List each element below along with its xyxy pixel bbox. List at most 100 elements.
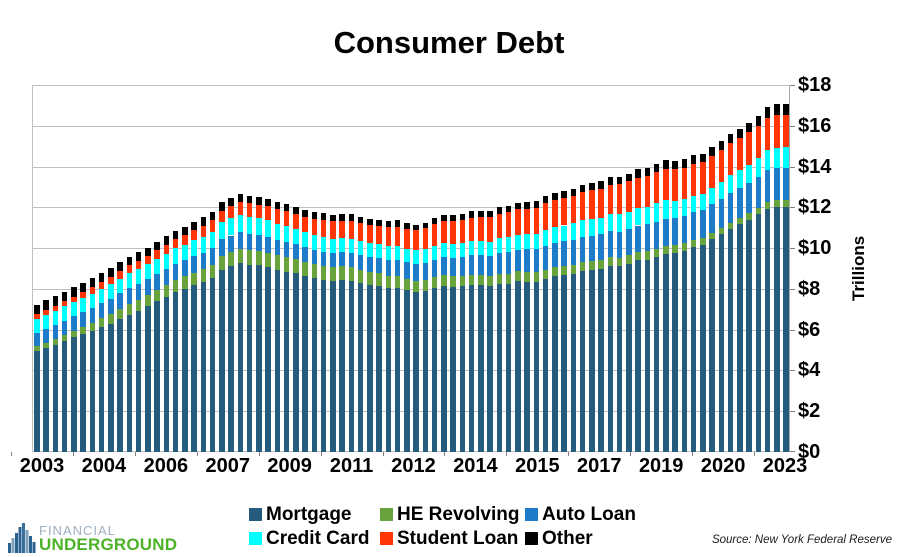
bar-segment-auto-loan (672, 217, 678, 245)
bar-segment-other (450, 215, 456, 222)
bar-segment-student-loan (755, 125, 761, 158)
bar-segment-auto-loan (182, 259, 188, 277)
bar-segment-other (524, 202, 530, 209)
y-tick-label: $16 (798, 114, 832, 137)
bar-segment-student-loan (246, 203, 253, 217)
bar-segment-student-loan (441, 220, 447, 244)
bar-segment-other (89, 277, 96, 287)
bar-segment-auto-loan (478, 255, 484, 276)
bar-segment-auto-loan (237, 232, 244, 249)
legend-swatch (380, 508, 393, 521)
bar-segment-he-revolving (700, 237, 706, 245)
legend-label: Auto Loan (542, 504, 636, 525)
bar-segment-credit-card (422, 249, 429, 263)
bar-segment-mortgage (737, 224, 743, 452)
bar-segment-student-loan (283, 211, 290, 226)
bar-segment-mortgage (135, 310, 142, 452)
bar-segment-student-loan (191, 230, 197, 241)
bar-segment-mortgage (764, 208, 771, 452)
bar-segment-other (163, 236, 170, 245)
bar-segment-mortgage (348, 280, 355, 452)
bar-segment-other (348, 214, 355, 221)
bar-segment-he-revolving (117, 308, 123, 320)
bar-segment-auto-loan (302, 247, 308, 262)
bar-segment-credit-card (376, 244, 382, 258)
bar-segment-mortgage (98, 327, 105, 452)
bar-segment-other (579, 184, 586, 193)
bar-segment-credit-card (219, 222, 225, 240)
bar-segment-student-loan (394, 226, 401, 247)
bar-segment-auto-loan (274, 240, 281, 256)
bar-segment-mortgage (172, 292, 179, 452)
bar-segment-student-loan (274, 209, 281, 224)
bar-segment-auto-loan (293, 244, 299, 260)
y-tick-label: $4 (798, 359, 821, 382)
bar-segment-mortgage (283, 271, 290, 452)
bar-segment-credit-card (154, 258, 160, 274)
bar-segment-other (441, 215, 447, 221)
bar-segment-mortgage (274, 269, 281, 452)
bar-segment-student-loan (404, 228, 410, 249)
bar-segment-other (626, 173, 632, 182)
gridline (32, 451, 790, 452)
bar-segment-other (515, 202, 521, 210)
bar-segment-he-revolving (145, 295, 151, 307)
bar-segment-mortgage (441, 285, 447, 452)
bar-segment-auto-loan (709, 203, 715, 233)
bar-segment-credit-card (764, 150, 771, 171)
bar-segment-auto-loan (117, 293, 123, 309)
bar-segment-mortgage (52, 344, 59, 452)
bar-segment-credit-card (663, 200, 669, 219)
bar-segment-credit-card (200, 236, 207, 253)
bar-segment-mortgage (117, 319, 123, 452)
bar-segment-other (256, 197, 262, 205)
bar-segment-he-revolving (413, 280, 419, 293)
bar-segment-auto-loan (598, 234, 604, 260)
bar-segment-credit-card (672, 200, 678, 218)
bar-segment-he-revolving (228, 252, 234, 266)
bar-segment-other (302, 209, 308, 217)
bar-segment-other (570, 188, 577, 196)
x-tick-label: 2009 (267, 455, 312, 477)
bar-segment-auto-loan (311, 249, 318, 265)
bar-segment-student-loan (367, 224, 373, 244)
bar-segment-auto-loan (635, 225, 641, 252)
bar-segment-auto-loan (80, 312, 86, 327)
skyline-bars-icon (8, 523, 36, 553)
bar-segment-credit-card (394, 246, 401, 261)
bar-segment-other (61, 291, 68, 301)
bar-segment-student-loan (80, 292, 86, 298)
bar-segment-auto-loan (607, 231, 614, 258)
bar-segment-he-revolving (330, 267, 336, 281)
x-tick-label: 2003 (19, 455, 65, 477)
bar-segment-credit-card (570, 223, 577, 240)
bar-segment-he-revolving (34, 346, 40, 352)
bar-segment-other (644, 167, 651, 176)
bar-segment-mortgage (663, 254, 669, 452)
bar-segment-other (422, 223, 429, 229)
gridline (32, 85, 790, 86)
bar-segment-mortgage (505, 283, 512, 452)
chart-title: Consumer Debt (333, 25, 565, 60)
x-tick-label: 2015 (515, 455, 560, 477)
bar-segment-he-revolving (450, 276, 456, 287)
bar-segment-auto-loan (145, 279, 151, 296)
x-tick-label: 2020 (700, 455, 746, 477)
bar-segment-other (283, 203, 290, 212)
bar-segment-credit-card (690, 195, 697, 213)
bar-segment-he-revolving (80, 326, 86, 335)
y-axis-tick (790, 289, 795, 290)
bar-segment-credit-card (718, 182, 725, 199)
bar-segment-other (533, 200, 540, 208)
bar-segment-he-revolving (98, 318, 105, 328)
bar-segment-student-loan (237, 202, 244, 215)
y-axis-tick (790, 248, 795, 249)
bar-segment-other (764, 107, 771, 118)
bar-segment-mortgage (219, 269, 225, 452)
bar-segment-auto-loan (339, 252, 345, 267)
bar-segment-other (478, 211, 484, 218)
bar-segment-other (117, 262, 123, 271)
bar-segment-credit-card (653, 203, 660, 223)
bar-segment-student-loan (635, 177, 641, 208)
